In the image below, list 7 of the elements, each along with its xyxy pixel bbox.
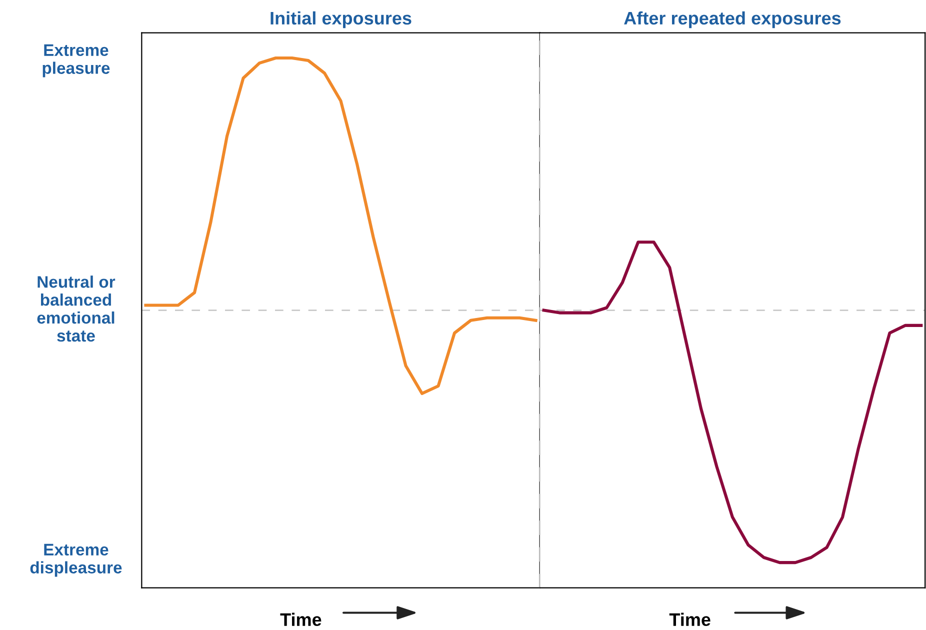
- chart-title: Initial exposures: [270, 11, 412, 28]
- x-axis-title: Time: [280, 612, 322, 626]
- text: Neutral or balanced emotional state: [37, 276, 116, 342]
- x-axis-title: Time: [669, 612, 710, 626]
- chart-title: After repeated exposures: [624, 11, 841, 28]
- text: Extreme displeasure: [30, 544, 122, 577]
- text: Extreme pleasure: [42, 44, 110, 78]
